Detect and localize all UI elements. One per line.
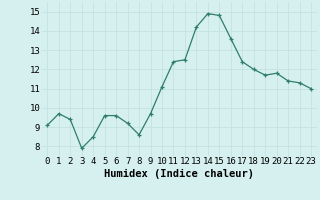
X-axis label: Humidex (Indice chaleur): Humidex (Indice chaleur) — [104, 169, 254, 179]
